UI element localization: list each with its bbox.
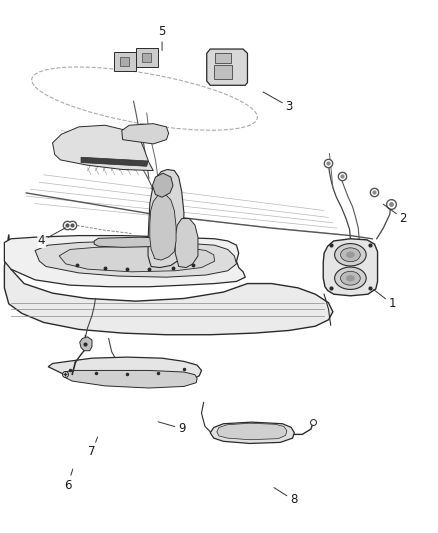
Ellipse shape — [341, 248, 360, 262]
Polygon shape — [136, 48, 158, 67]
Polygon shape — [4, 235, 333, 335]
Text: 6: 6 — [64, 469, 73, 491]
Polygon shape — [323, 239, 378, 296]
Polygon shape — [122, 124, 169, 144]
Text: 8: 8 — [274, 488, 297, 506]
Polygon shape — [207, 49, 247, 85]
Polygon shape — [148, 169, 184, 268]
Polygon shape — [175, 219, 198, 268]
Polygon shape — [94, 237, 173, 247]
Polygon shape — [64, 370, 197, 388]
Ellipse shape — [335, 267, 366, 289]
Polygon shape — [120, 57, 129, 66]
Polygon shape — [80, 337, 92, 351]
Text: 7: 7 — [88, 437, 98, 458]
Polygon shape — [53, 125, 153, 171]
Polygon shape — [48, 357, 201, 386]
Polygon shape — [81, 157, 148, 166]
Polygon shape — [142, 53, 151, 62]
Text: 2: 2 — [383, 204, 407, 225]
Polygon shape — [35, 241, 237, 277]
Polygon shape — [59, 246, 215, 272]
Ellipse shape — [335, 244, 366, 266]
Polygon shape — [215, 53, 231, 63]
Ellipse shape — [346, 252, 355, 258]
Text: 4: 4 — [38, 228, 65, 247]
Polygon shape — [217, 423, 287, 440]
Polygon shape — [114, 52, 136, 71]
Polygon shape — [150, 195, 176, 260]
Polygon shape — [214, 65, 232, 79]
Text: 5: 5 — [159, 26, 166, 51]
Text: 1: 1 — [374, 289, 396, 310]
Ellipse shape — [341, 271, 360, 285]
Polygon shape — [210, 422, 294, 443]
Text: 9: 9 — [158, 422, 186, 435]
Polygon shape — [152, 173, 173, 197]
Text: 3: 3 — [263, 92, 293, 113]
Ellipse shape — [346, 275, 355, 281]
Polygon shape — [4, 236, 245, 287]
